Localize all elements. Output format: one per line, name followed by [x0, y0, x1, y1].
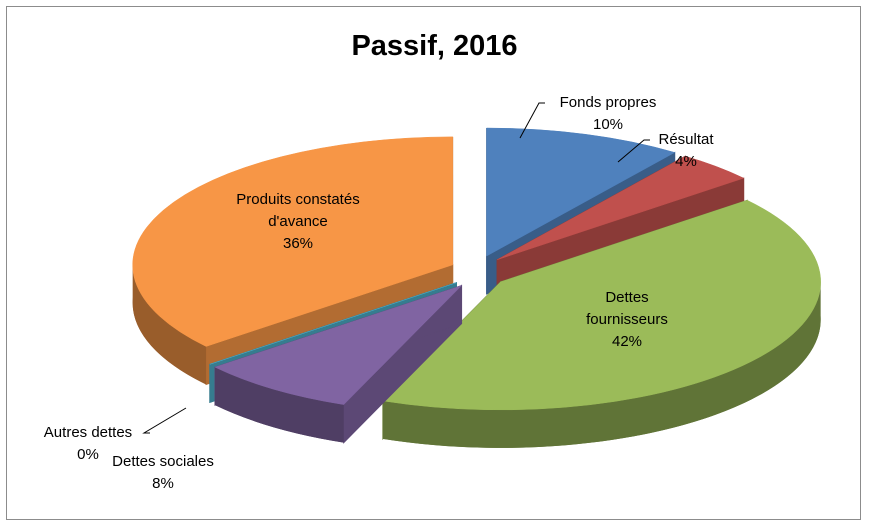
data-label-value: 4%	[675, 153, 697, 170]
pie-slice	[382, 199, 821, 448]
chart-frame	[6, 6, 861, 520]
slice-top	[214, 285, 462, 405]
slice-wall	[214, 367, 344, 443]
data-label-value: 8%	[152, 475, 174, 492]
data-label-value: 10%	[592, 116, 624, 133]
data-label-name: Résultat	[658, 131, 714, 148]
data-label-name: Produits constatés d'avance	[236, 191, 360, 230]
data-label-name: Dettes fournisseurs	[586, 289, 668, 328]
slice-wall	[382, 281, 821, 448]
data-label-name: Autres dettes	[43, 424, 133, 441]
slice-top	[132, 136, 453, 347]
leader-line	[519, 102, 545, 139]
data-label-value: 36%	[282, 235, 314, 252]
slice-top	[382, 200, 821, 411]
data-label-name: Fonds propres	[559, 94, 657, 111]
pie-slice	[214, 284, 463, 444]
slice-top	[209, 282, 457, 365]
slice-top	[497, 155, 745, 260]
data-label-value: 42%	[611, 333, 643, 350]
data-label-name: Dettes sociales	[112, 453, 214, 470]
slice-top	[486, 127, 676, 257]
chart-title: Passif, 2016	[351, 30, 518, 62]
leader-line	[617, 139, 650, 163]
leader-line	[142, 407, 187, 434]
data-label-value: 0%	[77, 446, 99, 463]
